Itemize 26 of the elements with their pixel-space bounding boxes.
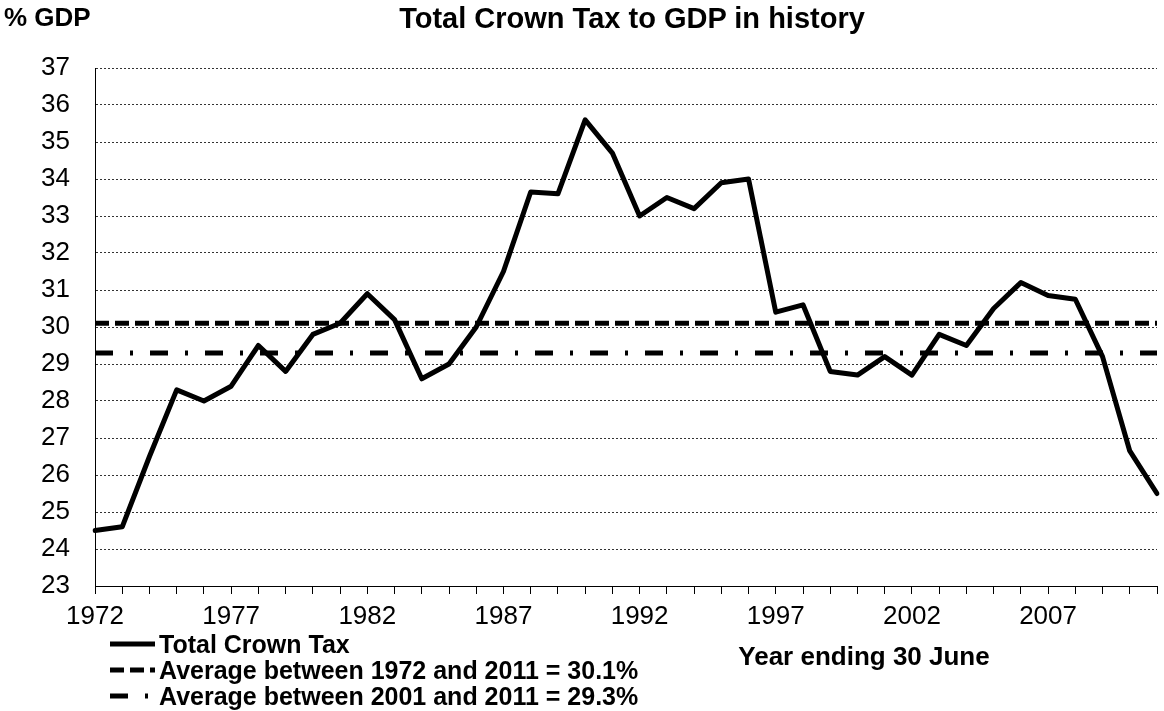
y-tick-label: 30 <box>41 310 70 341</box>
y-tick-label: 29 <box>41 347 70 378</box>
y-tick-label: 32 <box>41 236 70 267</box>
x-tick-label: 1992 <box>610 599 669 630</box>
y-tick-label: 25 <box>41 495 70 526</box>
y-tick-label: 24 <box>41 532 70 563</box>
y-tick-label: 23 <box>41 569 70 600</box>
y-tick-label: 28 <box>41 384 70 415</box>
y-tick-label: 37 <box>41 51 70 82</box>
y-tick-label: 35 <box>41 125 70 156</box>
chart-title: Total Crown Tax to GDP in history <box>398 1 866 35</box>
y-tick-label: 34 <box>41 162 70 193</box>
x-tick-label: 1982 <box>338 599 397 630</box>
y-tick-label: 31 <box>41 273 70 304</box>
x-tick-label: 2002 <box>883 599 941 630</box>
y-tick-label: 36 <box>41 88 70 119</box>
x-axis-title: Year ending 30 June <box>737 641 991 671</box>
y-tick-label: 33 <box>41 199 70 230</box>
y-axis-title: % GDP <box>4 2 91 32</box>
x-tick-label: 1972 <box>66 599 124 630</box>
x-tick-label: 1987 <box>474 599 533 630</box>
x-tick-label: 1977 <box>202 599 261 630</box>
x-tick-label: 2007 <box>1019 599 1077 630</box>
y-tick-label: 26 <box>41 458 70 489</box>
y-tick-label: 27 <box>41 421 70 452</box>
x-tick-label: 1997 <box>746 599 805 630</box>
